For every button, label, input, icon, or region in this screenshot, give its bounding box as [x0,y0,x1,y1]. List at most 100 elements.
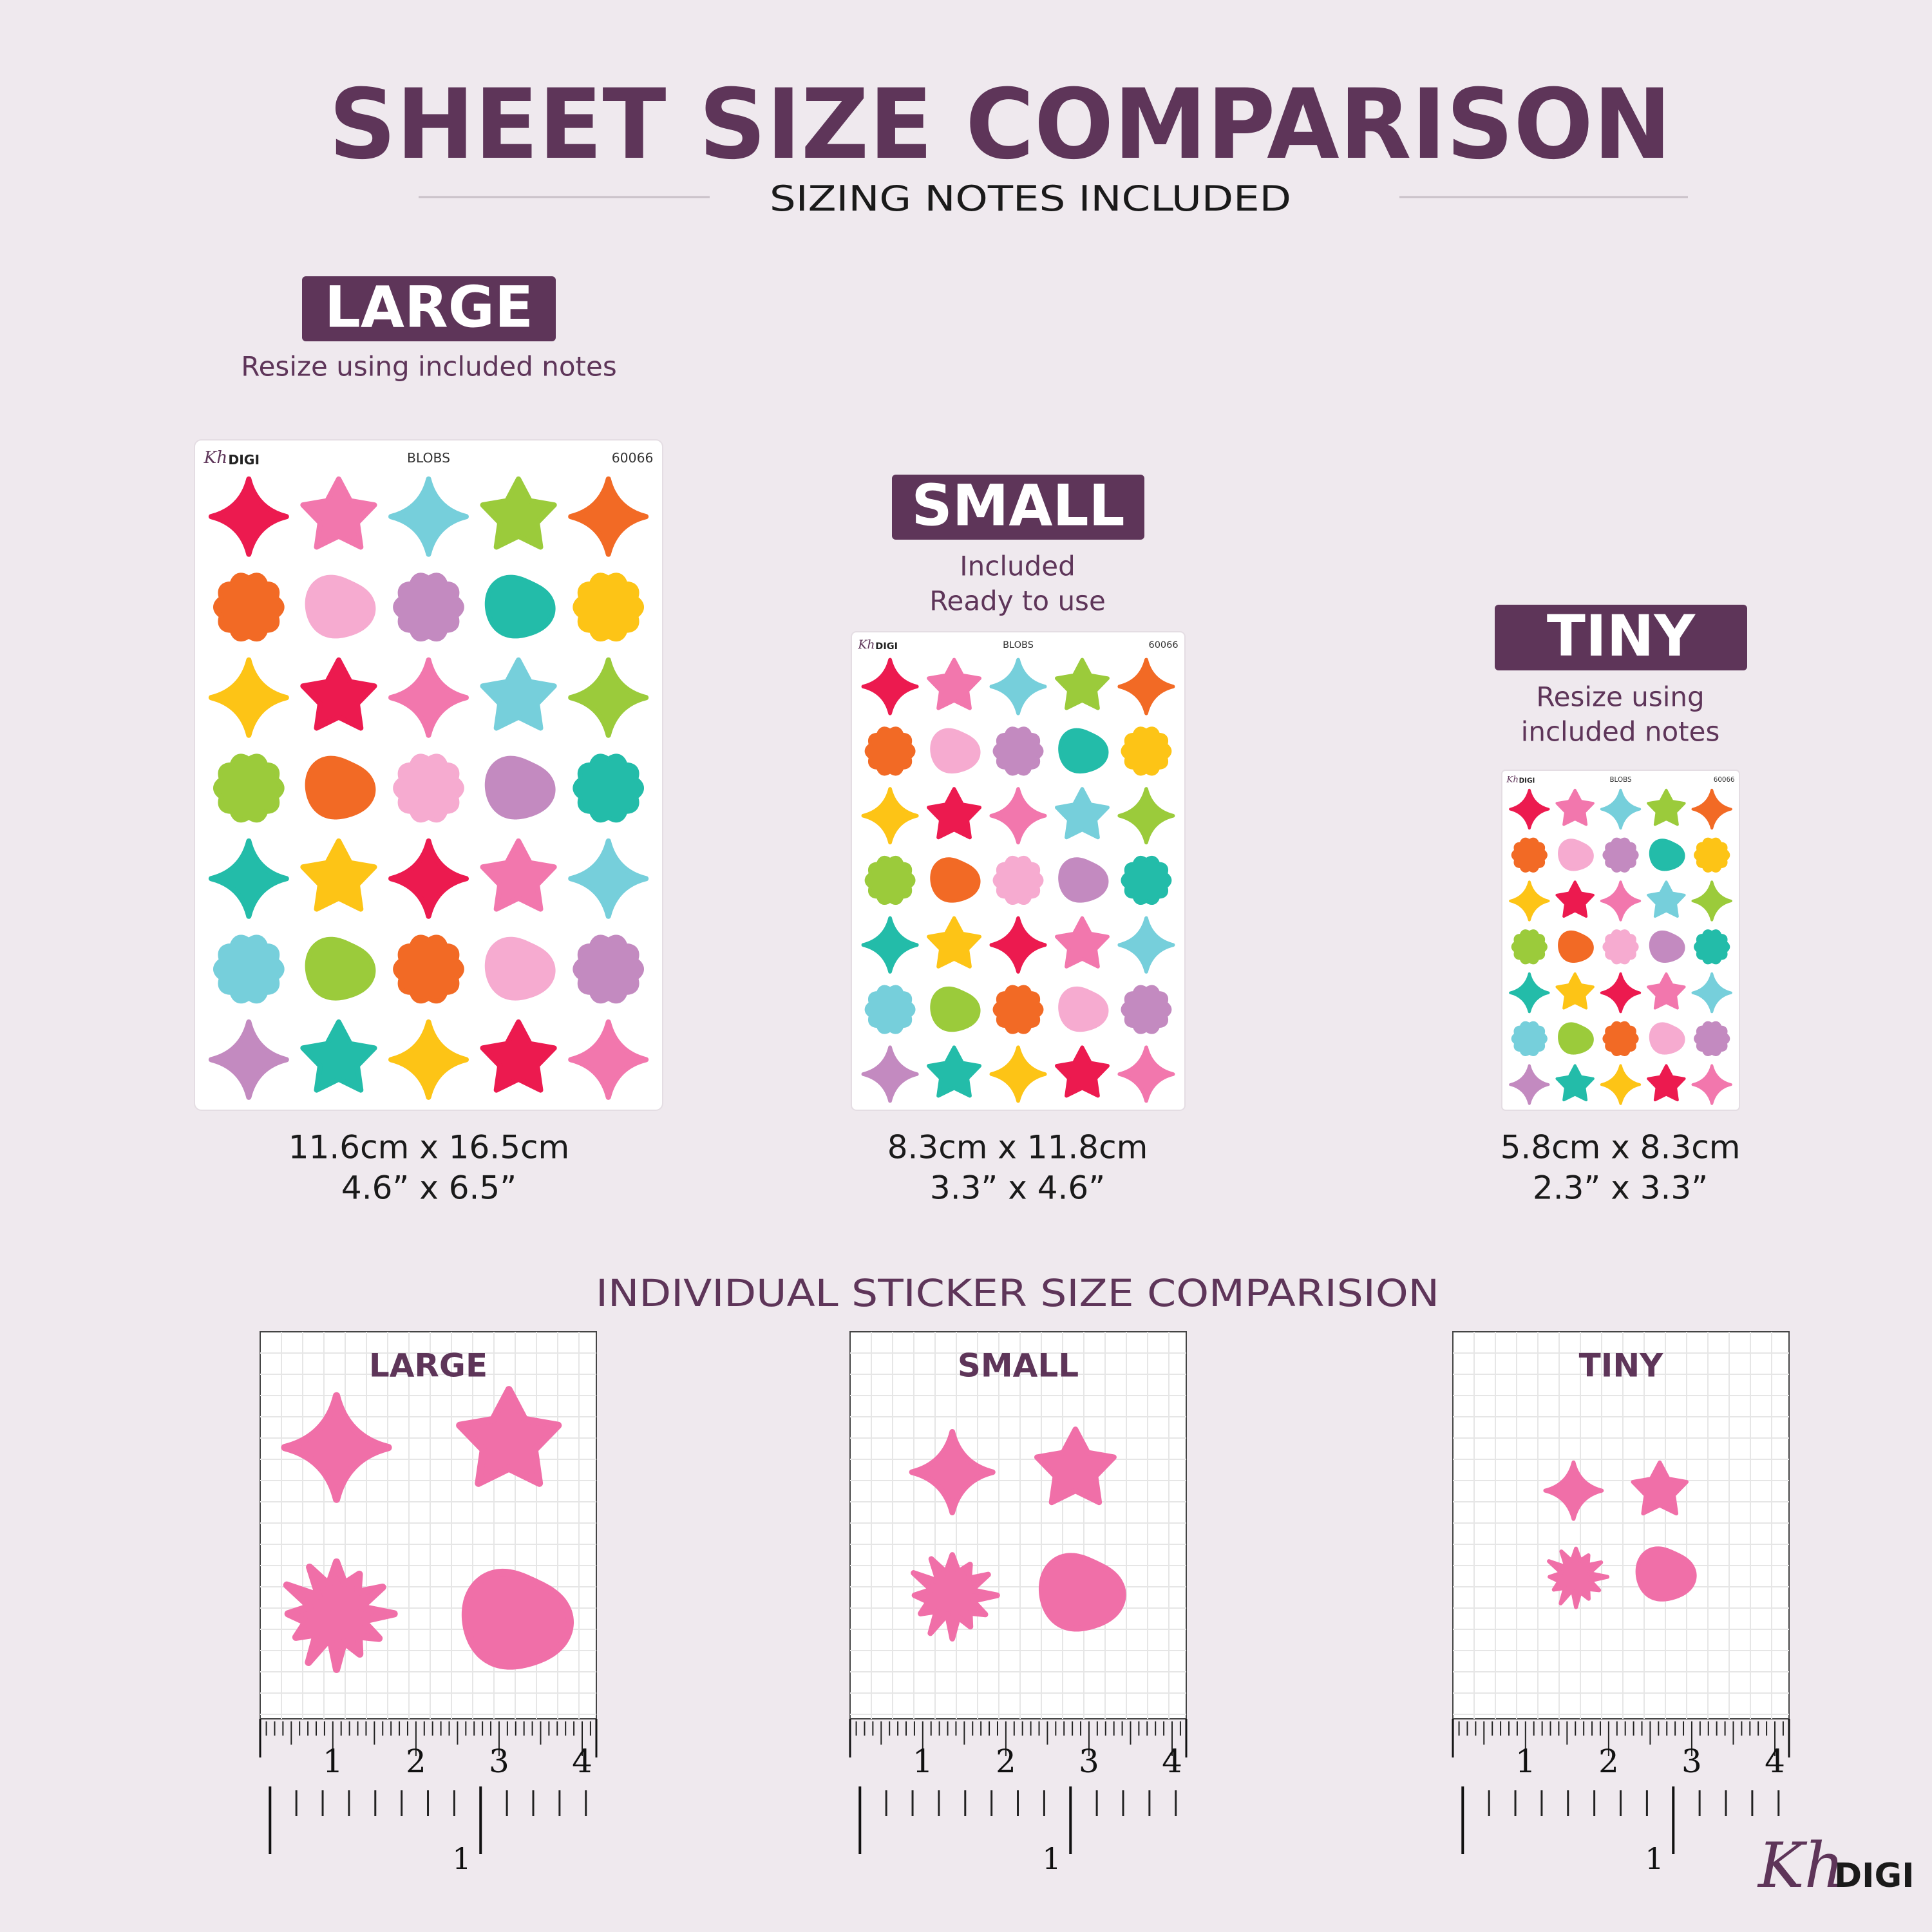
sticker-star [1054,658,1110,710]
sticker-blob [1558,838,1594,871]
sticker-sparkle [989,658,1047,715]
ruler-cm-label: 2 [1598,1743,1619,1780]
panel-paper [849,1331,1187,1719]
ruler-inch-label: 1 [1042,1841,1061,1876]
sticker-star [480,838,557,912]
sticker-star [300,476,377,550]
sticker-cloud [393,573,464,642]
sticker-blob [305,755,376,820]
ruler-inch-label: 1 [1645,1841,1663,1876]
sticker-sparkle [989,1045,1047,1103]
sticker-blob [461,1568,574,1670]
sticker-blob [484,936,556,1001]
sticker-cloud [213,753,285,823]
size-badge-label: LARGE [325,274,533,340]
comparison-panel: LARGE 1 2 3 4 1 [259,1331,598,1876]
sticker-star [1647,972,1686,1010]
sheet-brand: DIGI [228,452,260,468]
size-badge-label: SMALL [911,472,1124,538]
sticker-sparkle [861,1045,919,1103]
ruler-cm-label: 4 [1162,1743,1182,1780]
sticker-cloud [393,753,464,823]
section-title: INDIVIDUAL STICKER SIZE COMPARISION [596,1271,1439,1315]
sticker-sparkle [388,657,469,738]
sticker-sparkle [1691,880,1732,922]
sticker-sparkle [208,657,289,738]
sticker-sparkle [1600,1064,1642,1105]
sticker-sparkle [861,658,919,715]
panel-label: LARGE [369,1347,488,1385]
sticker-sparkle [208,1019,289,1100]
sticker-blob [930,857,981,903]
size-note: Resize using included notes [241,351,616,383]
sticker-sheet: Kh DIGI BLOBS 60066 [194,439,663,1111]
sticker-sparkle [989,787,1047,845]
sticker-sparkle [1509,1064,1550,1105]
sticker-star [927,787,982,840]
comparison-panel: TINY 1 2 3 4 1 [1452,1331,1790,1876]
sticker-star [1054,1045,1110,1098]
sticker-blob [930,728,981,774]
ruler-cm-label: 3 [1079,1743,1099,1780]
sticker-sparkle [861,787,919,845]
sticker-star [480,657,557,731]
sticker-star [300,1019,377,1093]
sticker-burst [911,1552,1000,1642]
sticker-cloud [213,934,285,1004]
sticker-sparkle [1117,787,1175,845]
panel-paper [1452,1331,1790,1719]
sticker-sparkle [1509,788,1550,830]
sticker-star [300,838,377,912]
sticker-star [927,1045,982,1098]
sticker-cloud [992,726,1044,776]
sticker-blob [1558,930,1594,963]
sticker-star [1647,880,1686,918]
sticker-cloud [1511,929,1548,965]
sticker-sparkle [1691,788,1732,830]
sheet-code: 60066 [1714,776,1735,784]
sticker-star [480,476,557,550]
sticker-cloud [864,726,916,776]
sticker-sparkle [568,476,649,557]
sticker-cloud [864,985,916,1034]
sticker-blob [305,936,376,1001]
sticker-sparkle [1691,1064,1732,1105]
sticker-cloud [1121,855,1172,905]
sticker-blob [1649,838,1685,871]
ruler-cm-label: 1 [913,1743,933,1780]
sheet-dimensions: 4.6” x 6.5” [341,1170,516,1207]
sheet-code: 60066 [612,450,654,466]
sticker-star [1555,880,1595,918]
sticker-cloud [573,753,645,823]
sticker-blob [305,574,376,639]
panel-label: TINY [1579,1347,1664,1385]
size-note: included notes [1521,716,1720,748]
size-badge [892,475,1144,540]
size-badge-label: TINY [1547,603,1696,669]
sticker-sparkle [568,1019,649,1100]
sticker-blob [1635,1546,1697,1602]
sticker-burst [283,1558,398,1673]
sheet-brand-script: Kh [1506,775,1519,784]
sticker-star [1555,1064,1595,1102]
size-note: Resize using [1536,681,1704,713]
sticker-star [1631,1460,1689,1516]
sticker-blob [930,986,981,1032]
sticker-sparkle [208,838,289,919]
sticker-sparkle [388,838,469,919]
sticker-cloud [1602,1021,1639,1056]
sticker-star [456,1386,562,1487]
ruler-cm-label: 1 [1515,1743,1536,1780]
sticker-sparkle [1600,788,1642,830]
sticker-cloud [1121,985,1172,1034]
sticker-star [1647,1064,1686,1102]
sticker-blob [1058,728,1109,774]
sheet-dimensions: 8.3cm x 11.8cm [887,1129,1148,1166]
page-subtitle: SIZING NOTES INCLUDED [770,178,1291,219]
sticker-sparkle [281,1392,392,1503]
sticker-sparkle [1117,916,1175,974]
sticker-sparkle [1117,1045,1175,1103]
sticker-sparkle [388,476,469,557]
sticker-sparkle [909,1428,996,1516]
